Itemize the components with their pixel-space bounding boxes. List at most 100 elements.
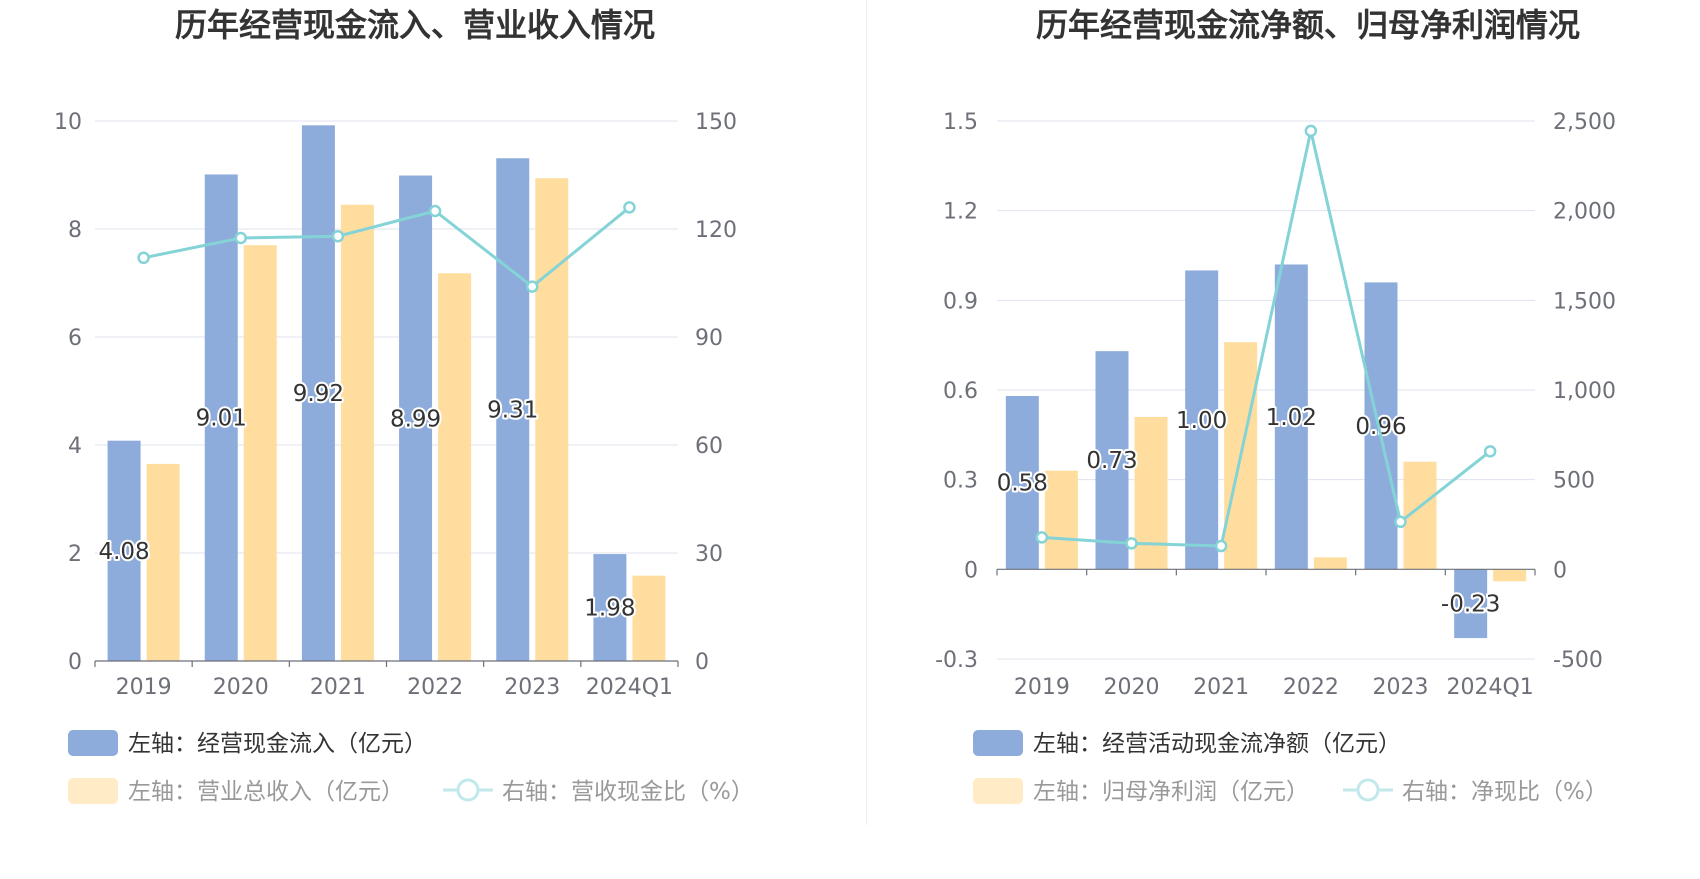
line-point xyxy=(1394,515,1407,529)
bar-series-1 xyxy=(1005,395,1039,570)
bar-series-1 xyxy=(107,440,141,661)
left-tick-label: 4 xyxy=(68,434,82,459)
left-tick-label: 8 xyxy=(68,218,82,243)
x-tick-label: 2022 xyxy=(407,675,463,700)
bar-data-label: 1.00 xyxy=(1176,408,1227,434)
bar-data-label: 0.58 xyxy=(997,471,1048,497)
legend-label: 左轴：归母净利润（亿元） xyxy=(1033,779,1309,805)
right-tick-label: 60 xyxy=(695,434,723,459)
bar-data-label: 0.73 xyxy=(1086,448,1137,474)
bar-series-1 xyxy=(496,158,530,661)
x-tick-label: 2024Q1 xyxy=(1447,675,1534,700)
right-tick-label: 500 xyxy=(1553,469,1595,494)
bar-series-1 xyxy=(204,174,238,661)
left-tick-label: 0.3 xyxy=(943,469,978,494)
left-tick-label: 1.2 xyxy=(943,200,978,225)
bar-data-label: 8.99 xyxy=(390,406,441,432)
right-tick-label: 1,000 xyxy=(1553,379,1616,404)
right-tick-label: 120 xyxy=(695,218,737,243)
x-tick-label: 2019 xyxy=(116,675,172,700)
bar-series-2 xyxy=(535,178,569,662)
chart-2: 历年经营现金流净额、归母净利润情况 -0.3 0 0.3 0.6 0.9 1.2 1.5 -50… xyxy=(935,6,1616,805)
line-point xyxy=(526,280,539,293)
bar-series-1 xyxy=(301,125,335,661)
bar-data-label: -0.23 xyxy=(1441,592,1501,618)
bar-data-label: 9.01 xyxy=(196,406,247,432)
left-tick-label: 10 xyxy=(54,110,82,135)
bar-data-label: 0.96 xyxy=(1355,414,1406,440)
x-tick-label: 2020 xyxy=(213,675,269,700)
bar-series-1 xyxy=(593,554,627,661)
legend-label: 右轴：营收现金比（%） xyxy=(502,779,754,805)
bar-series-2 xyxy=(146,463,180,661)
bar-series-1 xyxy=(399,175,433,662)
right-tick-label: 2,500 xyxy=(1553,110,1616,135)
left-tick-label: 0.9 xyxy=(943,289,978,314)
x-tick-label: 2023 xyxy=(504,675,560,700)
line-point xyxy=(428,204,442,218)
right-tick-label: -500 xyxy=(1553,648,1603,673)
x-tick-label: 2019 xyxy=(1014,675,1070,700)
right-tick-label: 1,500 xyxy=(1553,289,1616,314)
left-tick-label: 6 xyxy=(68,326,82,351)
left-tick-label: 2 xyxy=(68,542,82,567)
bar-data-label: 9.92 xyxy=(293,381,344,407)
bar-series-2 xyxy=(1044,470,1078,570)
chart-title: 历年经营现金流入、营业收入情况 xyxy=(175,6,655,44)
right-tick-label: 150 xyxy=(695,110,737,135)
x-tick-label: 2024Q1 xyxy=(586,675,673,700)
right-tick-label: 90 xyxy=(695,326,723,351)
x-tick-label: 2020 xyxy=(1104,675,1160,700)
bar-series-2 xyxy=(632,575,666,661)
line-series xyxy=(143,206,631,289)
bar-data-label: 4.08 xyxy=(98,539,149,565)
right-tick-label: 30 xyxy=(695,542,723,567)
legend-label: 左轴：经营活动现金流净额（亿元） xyxy=(1033,731,1401,757)
legend-swatch-line-marker xyxy=(456,778,480,802)
right-tick-label: 2,000 xyxy=(1553,200,1616,225)
bar-data-label: 1.98 xyxy=(584,596,635,622)
legend-swatch-bar-2 xyxy=(68,778,118,804)
line-point xyxy=(137,251,150,265)
left-tick-label: 1.5 xyxy=(943,110,978,135)
bar-series-1 xyxy=(1095,351,1129,570)
line-point xyxy=(1214,539,1228,553)
bar-series-2 xyxy=(438,273,472,661)
chart-1: 历年经营现金流入、营业收入情况 0 2 4 6 8 10 0 30 60 90 120 150 2019 2… xyxy=(54,6,754,805)
panel-divider xyxy=(866,0,867,825)
bar-series-2 xyxy=(1134,416,1168,570)
bar-series-1 xyxy=(1364,282,1398,570)
left-tick-label: 0.6 xyxy=(943,379,978,404)
legend-swatch-bar-2 xyxy=(973,778,1023,804)
line-point xyxy=(1304,124,1318,138)
x-tick-label: 2021 xyxy=(310,675,366,700)
line-point xyxy=(1125,537,1138,550)
right-tick-label: 0 xyxy=(695,650,709,675)
left-tick-label: -0.3 xyxy=(935,648,978,673)
legend-label: 左轴：经营现金流入（亿元） xyxy=(128,731,427,757)
left-tick-label: 0 xyxy=(68,650,82,675)
legend-label: 左轴：营业总收入（亿元） xyxy=(128,779,404,805)
bar-series-1 xyxy=(1454,569,1488,639)
x-tick-label: 2023 xyxy=(1373,675,1429,700)
line-series xyxy=(1041,130,1492,548)
x-tick-label: 2021 xyxy=(1193,675,1249,700)
line-point xyxy=(1483,445,1497,458)
bar-data-label: 1.02 xyxy=(1266,405,1317,431)
bar-series-2 xyxy=(243,245,277,661)
bar-data-label: 9.31 xyxy=(487,398,538,424)
legend-swatch-line-marker xyxy=(1356,778,1380,802)
left-tick-label: 0 xyxy=(964,558,978,583)
line-point xyxy=(234,231,247,245)
bar-series-2 xyxy=(340,204,374,661)
bar-series-2 xyxy=(1313,557,1347,570)
bar-series-1 xyxy=(1185,270,1219,570)
line-point xyxy=(623,201,636,214)
chart-title: 历年经营现金流净额、归母净利润情况 xyxy=(1036,6,1580,44)
line-point xyxy=(331,229,345,243)
legend-swatch-bar-1 xyxy=(973,730,1023,756)
bar-series-2 xyxy=(1493,569,1527,582)
legend-label: 右轴：净现比（%） xyxy=(1402,779,1608,805)
legend-swatch-bar-1 xyxy=(68,730,118,756)
